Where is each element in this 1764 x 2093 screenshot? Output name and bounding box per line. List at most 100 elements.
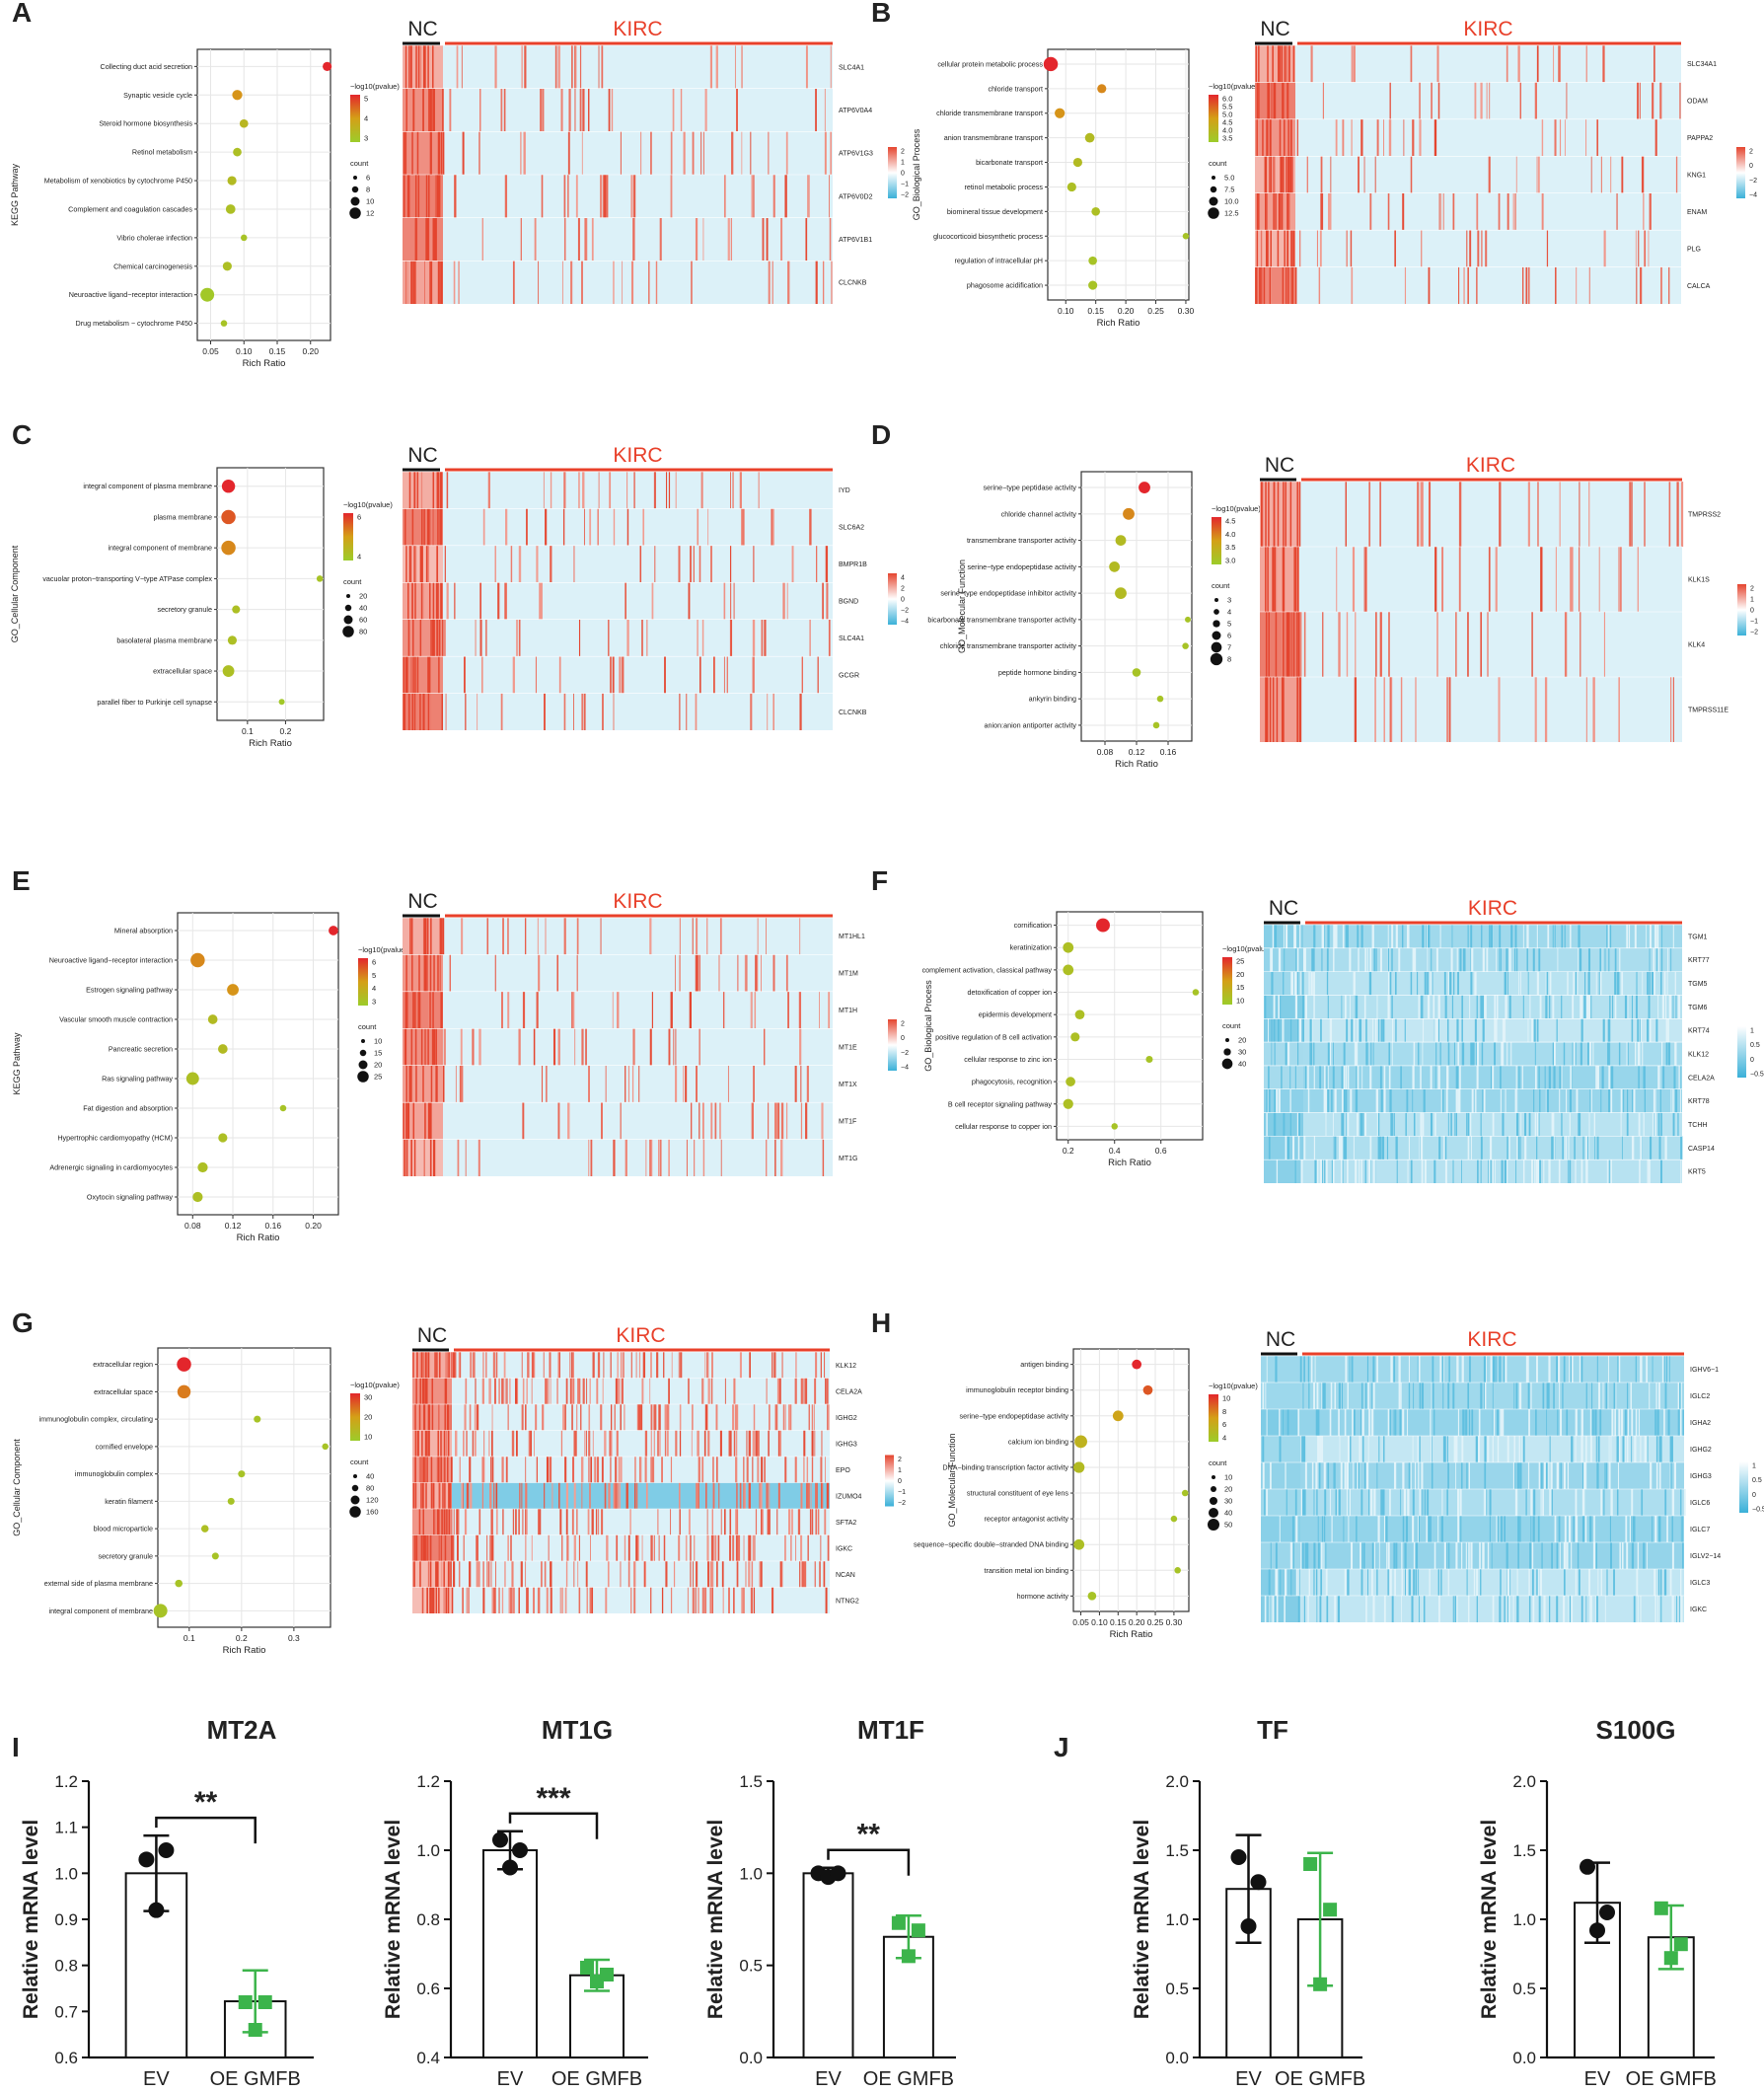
heatmap-cell-stripe [1383, 1516, 1386, 1542]
heatmap-cell-stripe [1369, 947, 1372, 972]
heatmap-cell-stripe [511, 1561, 514, 1588]
heatmap-cell-stripe [1321, 1383, 1323, 1409]
heatmap-cell-stripe [1316, 230, 1319, 267]
heatmap-cell-stripe [613, 1139, 616, 1176]
heatmap-cell-stripe [1276, 547, 1278, 612]
heatmap-cell-stripe [1418, 995, 1420, 1019]
heatmap-cell-stripe [1323, 1542, 1325, 1569]
heatmap-cell-stripe [492, 1352, 495, 1379]
enrichment-dot [1074, 1435, 1087, 1449]
size-legend-dot [1213, 609, 1219, 615]
heatmap-nc-stripe [424, 45, 426, 89]
heatmap-cell-stripe [1638, 1112, 1641, 1137]
heatmap-nc-stripe [1261, 482, 1263, 547]
heatmap-cell-stripe [729, 1534, 732, 1561]
heatmap-cell-stripe [1477, 1436, 1481, 1462]
heatmap-cell-stripe [1314, 1356, 1316, 1383]
heatmap-cell-stripe [1345, 925, 1348, 948]
heatmap-cell-stripe [1512, 1462, 1515, 1489]
color-legend-tick: 4.5 [1222, 118, 1232, 127]
heatmap-cell-stripe [612, 991, 614, 1029]
heatmap-cell-stripe [800, 1378, 803, 1404]
heatmap-cell-stripe [715, 1404, 718, 1431]
heatmap-cell-stripe [639, 1404, 642, 1431]
enrichment-dot [1097, 84, 1107, 94]
heatmap-cell-stripe [445, 693, 447, 730]
heatmap-cell-stripe [1654, 971, 1655, 996]
heatmap-cell-stripe [605, 1065, 607, 1103]
heatmap-nc-stripe [411, 582, 413, 620]
gene-label: CALCA [1687, 283, 1711, 290]
heatmap-cell-stripe [1415, 1542, 1417, 1569]
heatmap-cell-stripe [1453, 1042, 1455, 1066]
heatmap-cell-stripe [1667, 1018, 1669, 1043]
heatmap-cell-stripe [545, 1378, 547, 1404]
heatmap-cell-stripe [688, 1509, 691, 1535]
heatmap-cell-stripe [659, 217, 662, 262]
heatmap-cell-stripe [1615, 1383, 1617, 1409]
heatmap-cell-stripe [1475, 1088, 1477, 1113]
enrichment-dot [1145, 1055, 1153, 1063]
heatmap-cell-stripe [670, 175, 673, 218]
heatmap-cell-stripe [826, 1378, 829, 1404]
heatmap-cell-stripe [1331, 1088, 1333, 1113]
heatmap-cell-stripe [1585, 1596, 1587, 1622]
heatmap-cell-stripe [790, 1534, 792, 1561]
heatmap-cell-stripe [1413, 1042, 1416, 1066]
heatmap-nc-stripe [406, 175, 409, 218]
heatmap-nc-stripe [410, 918, 413, 955]
panel-letter: D [871, 419, 891, 450]
heatmap-cell-stripe [1471, 1409, 1474, 1436]
heatmap-nc-stripe [419, 545, 422, 583]
heatmap-cell-stripe [784, 175, 787, 218]
heatmap-cell-stripe [1648, 995, 1651, 1019]
heatmap-cell-stripe [1596, 1136, 1599, 1160]
heatmap: NC KIRCTGM1KRT77TGM5TGM6KRT74KLK12CELA2AK… [1264, 897, 1764, 1183]
heatmap-cell-stripe [1313, 1136, 1316, 1160]
heatmap-nc-stripe [1268, 482, 1270, 547]
heatmap-cell-stripe [1507, 1596, 1509, 1622]
enrichment-dot [1043, 56, 1059, 72]
heatmap-cell-stripe [1527, 482, 1530, 547]
heatmap-cell-stripe [746, 1457, 749, 1483]
heatmap-nc-stripe [407, 582, 409, 620]
heatmap-cell-stripe [434, 175, 438, 218]
heatmap-cell-stripe [1461, 1159, 1462, 1183]
heatmap-cell-stripe [1370, 1489, 1373, 1516]
heatmap-cell-stripe [1284, 947, 1286, 972]
heatmap-cell-stripe [650, 1430, 652, 1457]
heatmap-nc-block [1255, 118, 1295, 157]
heatmap-cell-stripe [1521, 1065, 1523, 1089]
gene-label: TMPRSS11E [1688, 708, 1728, 714]
heatmap-cell-stripe [752, 619, 756, 657]
heatmap-nc-stripe [422, 1482, 424, 1509]
heatmap-cell-stripe [597, 1352, 601, 1379]
heatmap-cell-stripe [1666, 1516, 1668, 1542]
heatmap-cell-stripe [610, 656, 612, 694]
heatmap-cell-stripe [745, 1561, 747, 1588]
enrichment-dot [1112, 1410, 1124, 1422]
heatmap-nc-stripe [1287, 612, 1290, 677]
heatmap-cell-stripe [1579, 1356, 1582, 1383]
heatmap-cell-stripe [1324, 1516, 1326, 1542]
heatmap-cell-stripe [1659, 1436, 1662, 1462]
heatmap-nc-stripe [414, 175, 417, 218]
heatmap-cell-stripe [1455, 612, 1457, 677]
heatmap-nc-stripe [431, 1028, 434, 1066]
heatmap-cell-stripe [1621, 1136, 1623, 1160]
term-label: cellular protein metabolic process [937, 59, 1043, 68]
heatmap-nc-stripe [1280, 156, 1282, 193]
heatmap-cell-stripe [439, 954, 441, 992]
heatmap-cell-stripe [695, 217, 698, 262]
heatmap-nc-stripe [1265, 192, 1267, 231]
heatmap-nc-stripe [1262, 118, 1264, 157]
heatmap-cell-stripe [1636, 971, 1638, 996]
heatmap-nc-stripe [1256, 192, 1259, 231]
heatmap-cell-stripe [1536, 971, 1539, 996]
heatmap-cell-stripe [1422, 925, 1425, 948]
heat-legend-tick: 0.5 [1752, 1477, 1762, 1484]
gene-label: IGLC2 [1690, 1393, 1710, 1400]
heatmap-cell-stripe [465, 693, 467, 730]
heatmap-cell-stripe [735, 1457, 738, 1483]
